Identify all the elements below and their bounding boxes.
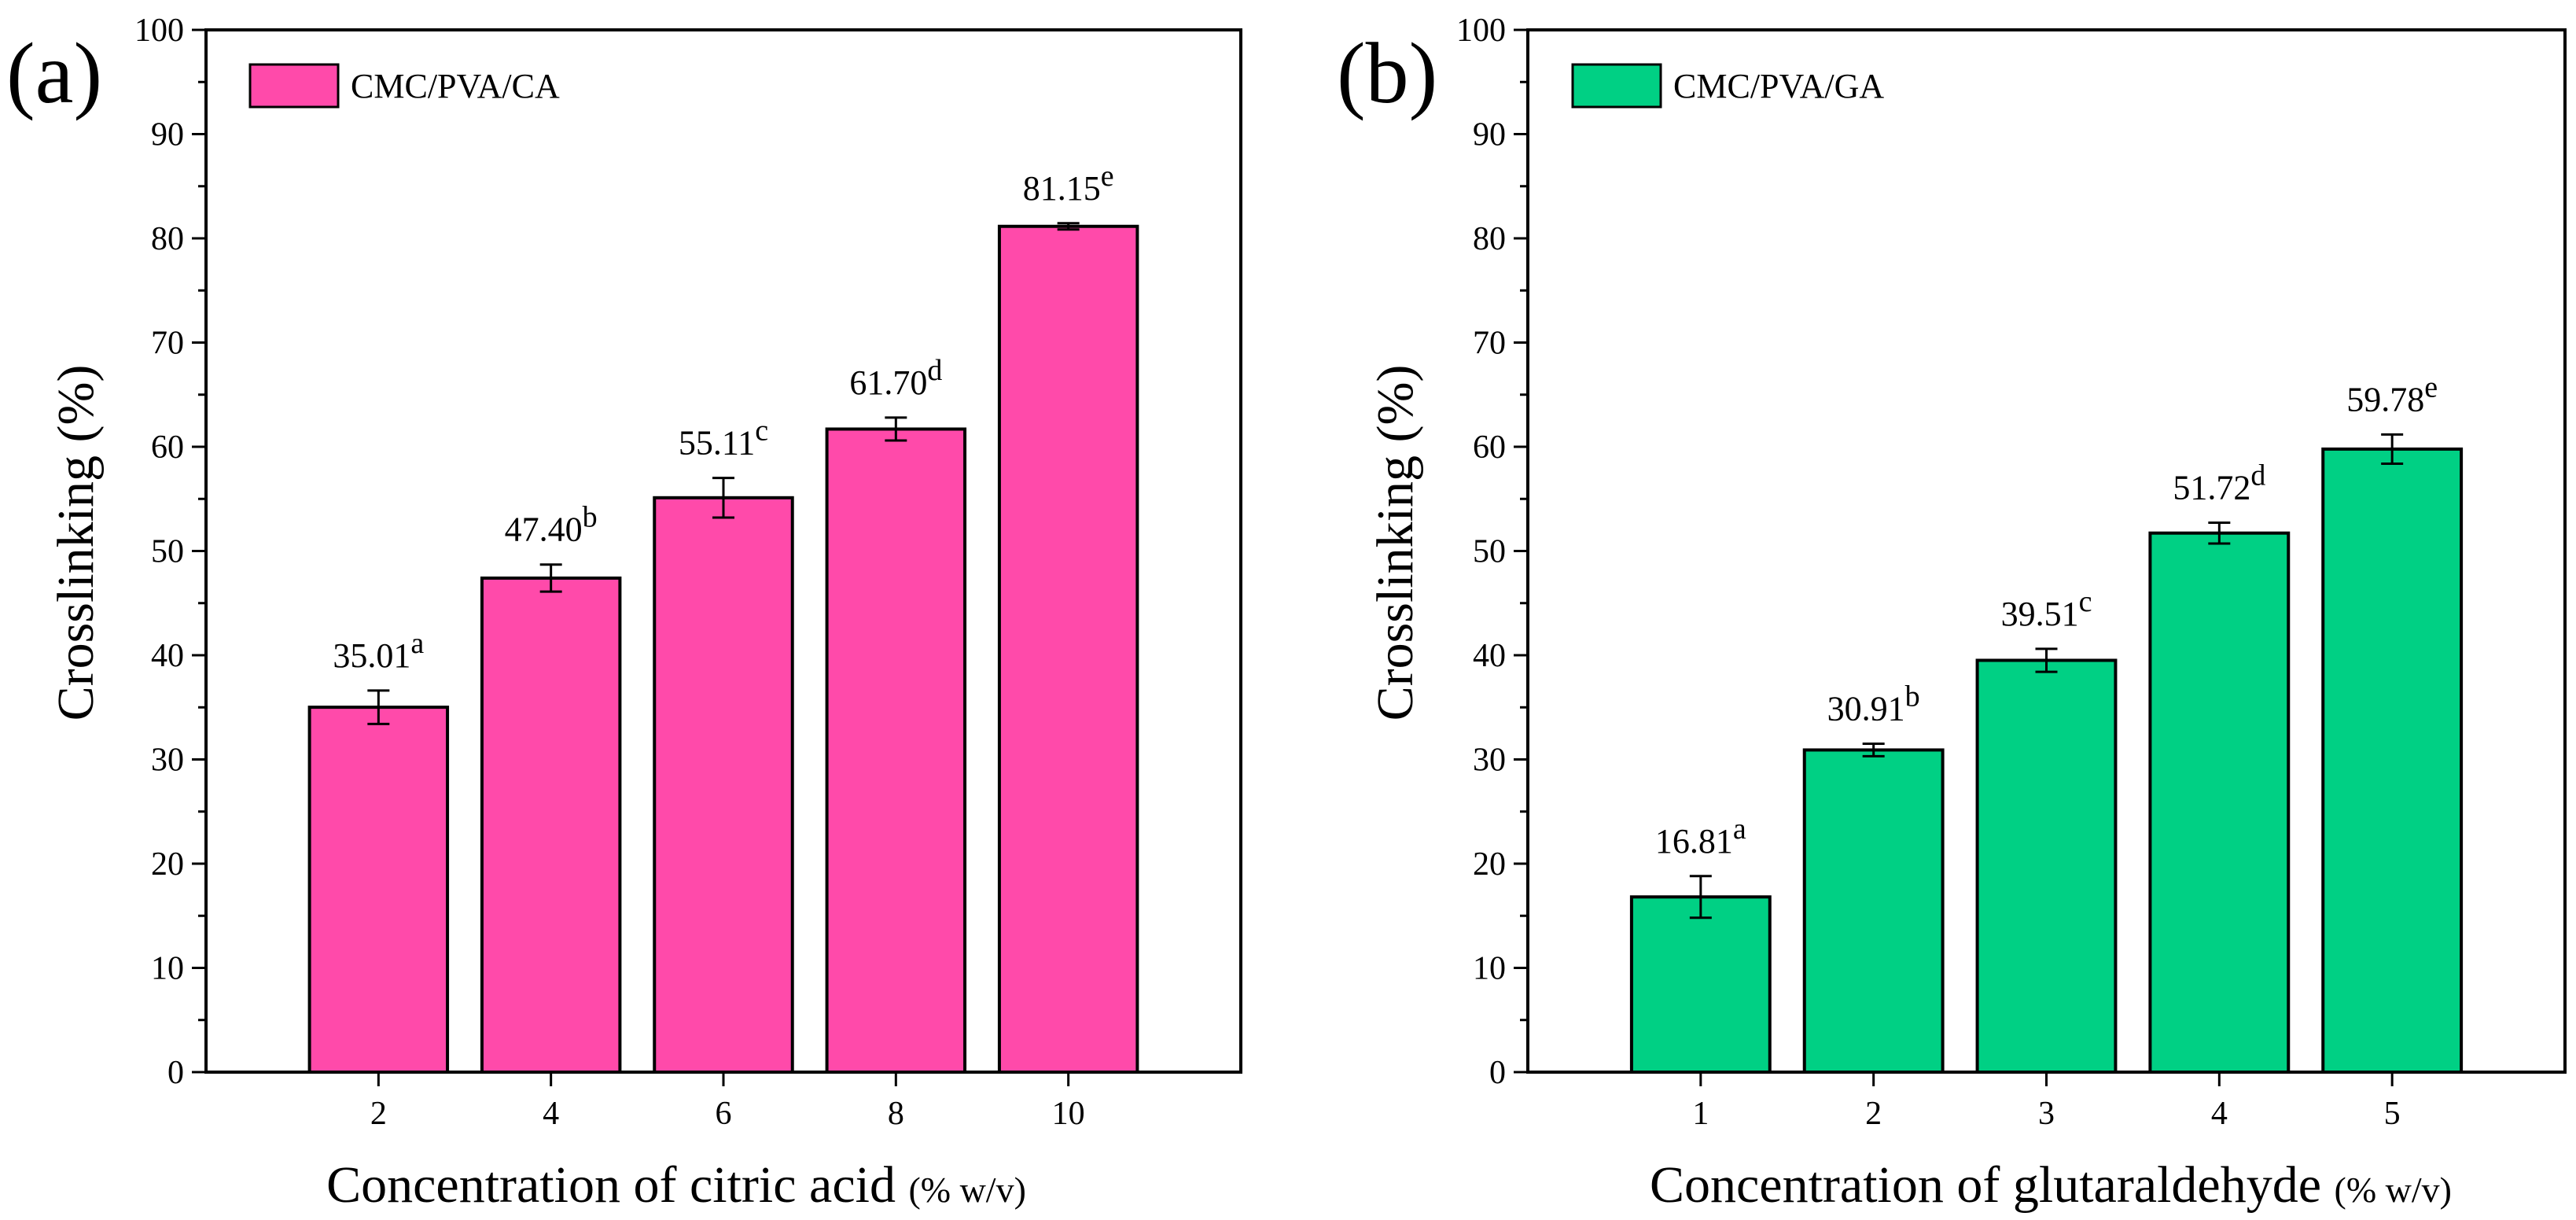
legend: CMC/PVA/GA [1571,63,1884,109]
x-tick-label: 8 [888,1096,904,1132]
data-label: 47.40b [505,501,598,549]
legend-swatch [248,63,340,109]
x-tick-label: 4 [2211,1096,2228,1132]
y-tick-label: 30 [151,743,184,779]
x-axis-title: Concentration of glutaraldehyde (% w/v) [1650,1156,2452,1214]
data-label-superscript: d [2250,459,2265,492]
data-label-value: 81.15 [1023,169,1101,208]
data-label-value: 47.40 [505,510,583,549]
y-tick-label: 30 [1473,743,1506,779]
data-label-superscript: e [2424,370,2438,404]
data-label-value: 51.72 [2173,468,2250,507]
data-label-value: 35.01 [333,636,410,675]
x-tick-label: 2 [1865,1096,1882,1132]
bar [1629,895,1772,1074]
x-tick-label: 10 [1052,1096,1085,1132]
legend-swatch [1571,63,1662,109]
y-tick-label: 90 [151,117,184,153]
y-tick-label: 40 [151,638,184,674]
data-label: 81.15e [1023,160,1114,208]
panel-label: (b) [1337,25,1437,121]
data-label: 16.81a [1655,813,1746,861]
x-tick-label: 1 [1692,1096,1709,1132]
data-label-value: 59.78 [2346,380,2424,418]
y-tick-label: 40 [1473,638,1506,674]
y-tick-label: 100 [1456,13,1506,49]
data-label: 51.72d [2173,459,2265,507]
y-tick-label: 50 [1473,534,1506,570]
data-label-value: 61.70 [849,363,927,402]
bar [480,576,622,1074]
y-tick-label: 0 [1489,1055,1506,1091]
data-label-superscript: a [410,627,424,660]
x-axis-title: Concentration of citric acid (% w/v) [326,1156,1026,1214]
y-tick-label: 70 [151,326,184,362]
data-label: 59.78e [2346,370,2438,418]
legend-label: CMC/PVA/CA [351,67,560,105]
bar [1802,748,1945,1074]
y-tick-label: 80 [1473,221,1506,257]
data-label-value: 16.81 [1655,822,1733,861]
legend: CMC/PVA/CA [248,63,560,109]
panel-b: (b) Crosslinking (%) Concentration of gl… [1337,13,2567,1214]
bar [2321,447,2464,1074]
y-tick-label: 100 [134,13,184,49]
x-tick-label: 6 [716,1096,732,1132]
data-label-superscript: c [755,415,768,448]
bar [307,706,450,1074]
data-label-value: 39.51 [2001,595,2079,633]
y-tick-label: 0 [167,1055,184,1091]
x-tick-label: 2 [370,1096,387,1132]
data-label-superscript: b [583,501,598,534]
y-tick-label: 10 [1473,951,1506,987]
y-tick-label: 70 [1473,326,1506,362]
panel-label: (a) [6,25,102,121]
data-label-superscript: c [2079,585,2092,618]
y-tick-label: 80 [151,221,184,257]
bar [1975,658,2118,1074]
y-axis-title: Crosslinking (%) [47,365,105,721]
data-label-superscript: e [1101,160,1114,193]
data-label: 30.91b [1827,680,1920,728]
y-tick-label: 60 [151,429,184,466]
bar [2148,531,2291,1074]
x-tick-label: 5 [2384,1096,2401,1132]
y-tick-label: 10 [151,951,184,987]
bar [825,427,967,1074]
legend-label: CMC/PVA/GA [1673,67,1884,105]
y-tick-label: 50 [151,534,184,570]
data-label-superscript: d [927,354,942,387]
data-label-superscript: a [1733,813,1746,846]
data-label-value: 30.91 [1827,689,1905,728]
y-axis-title: Crosslinking (%) [1367,365,1424,721]
data-label: 39.51c [2001,585,2092,633]
x-axis-title-unit: (% w/v) [2335,1170,2452,1210]
x-axis-title-main: Concentration of citric acid [326,1156,908,1214]
bar [997,224,1139,1074]
bar [653,496,794,1074]
x-tick-label: 4 [543,1096,559,1132]
data-label-superscript: b [1905,680,1920,713]
data-label: 55.11c [679,415,768,463]
y-tick-label: 20 [1473,846,1506,883]
data-label: 61.70d [849,354,942,402]
y-tick-label: 60 [1473,429,1506,466]
x-axis-title-unit: (% w/v) [908,1170,1025,1210]
x-tick-label: 3 [2038,1096,2055,1132]
panel-a: (a) Crosslinking (%) Concentration of ci… [6,13,1242,1214]
x-axis-title-main: Concentration of glutaraldehyde [1650,1156,2335,1214]
y-tick-label: 20 [151,846,184,883]
y-tick-label: 90 [1473,117,1506,153]
data-label-value: 55.11 [679,424,755,463]
data-label: 35.01a [333,627,424,675]
